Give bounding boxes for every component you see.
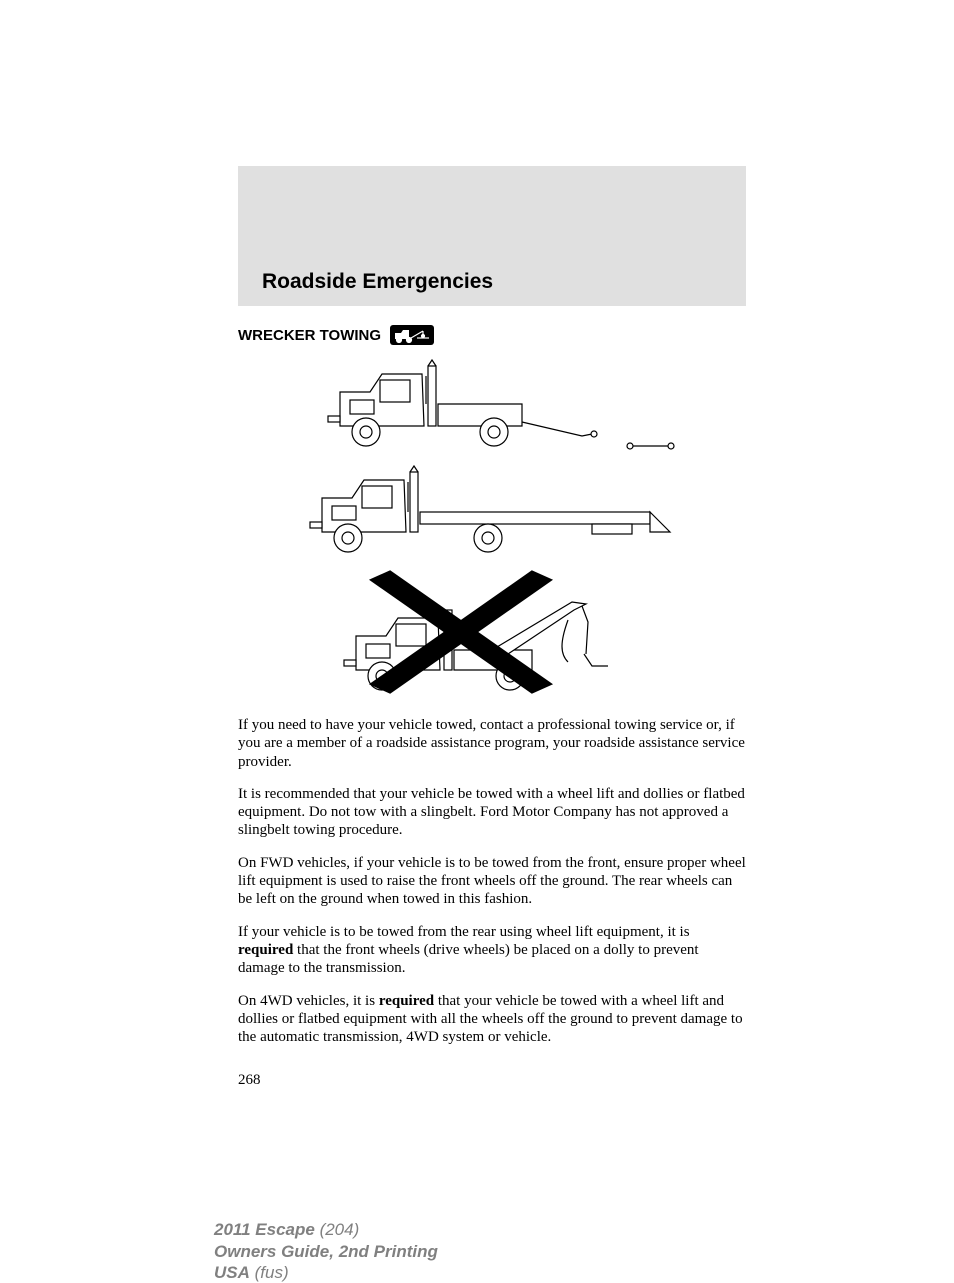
section-heading-text: WRECKER TOWING (238, 327, 381, 344)
diagram-wheel-lift-truck (238, 354, 746, 454)
top-gray-band (238, 166, 746, 252)
p5-part-a: On 4WD vehicles, it is (238, 993, 379, 1009)
tow-truck-icon (389, 324, 435, 346)
paragraph-1: If you need to have your vehicle towed, … (238, 716, 746, 771)
paragraph-4: If your vehicle is to be towed from the … (238, 923, 746, 978)
diagram-flatbed-truck (238, 458, 746, 558)
paragraph-3: On FWD vehicles, if your vehicle is to b… (238, 854, 746, 909)
p4-part-b: that the front wheels (drive wheels) be … (238, 942, 699, 976)
paragraph-2: It is recommended that your vehicle be t… (238, 785, 746, 840)
footer-line-2: Owners Guide, 2nd Printing (214, 1241, 954, 1262)
footer-code: (204) (320, 1220, 360, 1239)
footer-region: USA (214, 1263, 250, 1282)
p4-bold: required (238, 942, 293, 958)
footer-region-code: (fus) (255, 1263, 289, 1282)
page-number: 268 (238, 1072, 746, 1089)
diagram-slingbelt-truck-crossed (238, 562, 746, 702)
footer-line-1: 2011 Escape (204) (214, 1219, 954, 1240)
footer-line-3: USA (fus) (214, 1262, 954, 1283)
p5-bold: required (379, 993, 434, 1009)
section-heading: WRECKER TOWING (238, 324, 746, 346)
footer-guide: Owners Guide, 2nd Printing (214, 1242, 438, 1261)
content-area: WRECKER TOWING (238, 324, 746, 1089)
towing-diagram (238, 354, 746, 702)
footer-model: 2011 Escape (214, 1220, 315, 1239)
footer: 2011 Escape (204) Owners Guide, 2nd Prin… (214, 1219, 954, 1283)
p4-part-a: If your vehicle is to be towed from the … (238, 924, 690, 940)
chapter-title: Roadside Emergencies (262, 270, 746, 294)
page: Roadside Emergencies WRECKER TOWING (0, 166, 954, 1283)
paragraph-5: On 4WD vehicles, it is required that you… (238, 992, 746, 1047)
header-bar: Roadside Emergencies (238, 252, 746, 306)
